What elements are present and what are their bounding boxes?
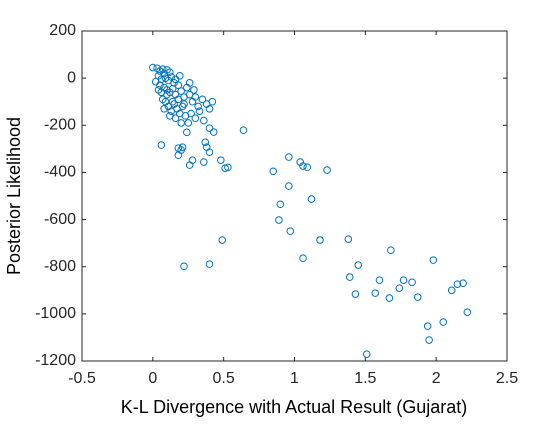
point (178, 143, 187, 152)
point (168, 97, 177, 106)
point (200, 158, 208, 166)
y-tick-label: 200 (49, 22, 76, 39)
point (180, 100, 188, 108)
point (371, 289, 380, 297)
point (286, 227, 295, 235)
point (351, 290, 360, 298)
point (191, 114, 200, 123)
x-tick-label: 2.5 (496, 370, 518, 387)
point (217, 156, 225, 164)
x-axis-label: K-L Divergence with Actual Result (Gujar… (121, 397, 467, 417)
point (188, 156, 197, 164)
x-tick-label: 1.5 (354, 370, 376, 387)
point (387, 246, 395, 255)
point (224, 163, 232, 172)
point (190, 86, 198, 94)
point (276, 200, 285, 209)
point (447, 286, 456, 295)
point (269, 167, 278, 176)
point (167, 73, 176, 81)
y-tick-label: -200 (44, 117, 76, 134)
point (180, 262, 188, 271)
point (158, 65, 167, 73)
point (174, 151, 183, 160)
point (423, 322, 432, 330)
point (323, 166, 331, 174)
point (425, 336, 433, 344)
point (316, 236, 324, 244)
point (299, 162, 307, 170)
point (385, 294, 394, 302)
point (195, 107, 204, 115)
point (163, 90, 171, 99)
y-tick-label: -600 (44, 211, 76, 228)
point (166, 68, 174, 77)
point (171, 75, 180, 84)
point (429, 256, 438, 264)
point (362, 350, 371, 358)
point (344, 235, 353, 243)
x-tick-label: -0.5 (68, 370, 96, 387)
point (285, 182, 293, 190)
x-tick-label: 1 (290, 370, 299, 387)
point (299, 254, 307, 263)
point (205, 148, 214, 156)
x-tick-label: 0 (148, 370, 157, 387)
point (239, 126, 248, 135)
point (459, 279, 467, 288)
point (205, 260, 214, 268)
point (187, 109, 195, 118)
point (205, 124, 214, 132)
point (185, 79, 194, 87)
point (209, 128, 218, 136)
x-tick-label: 0.5 (213, 370, 235, 387)
y-tick-label: -800 (44, 258, 76, 275)
point (408, 278, 416, 287)
x-tick-label: 2 (432, 370, 441, 387)
point (303, 163, 312, 172)
point (174, 81, 183, 90)
point (375, 276, 384, 284)
point (307, 195, 316, 203)
point (177, 119, 185, 127)
point (463, 308, 472, 317)
point (218, 236, 227, 244)
y-axis-label: Posterior Likelihood (4, 117, 24, 275)
point (354, 261, 363, 269)
point (160, 104, 168, 113)
point (205, 104, 214, 113)
point (208, 97, 217, 106)
point (439, 318, 448, 326)
point (198, 95, 207, 104)
point (166, 112, 174, 120)
point (399, 276, 408, 284)
point (177, 87, 185, 95)
point (168, 84, 177, 93)
point (154, 86, 163, 94)
point (157, 141, 166, 149)
point (149, 63, 157, 72)
y-tick-label: 0 (67, 69, 76, 86)
y-tick-label: -1000 (35, 305, 76, 322)
point (191, 93, 200, 101)
point (395, 284, 404, 292)
y-tick-label: -400 (44, 164, 76, 181)
point (413, 293, 422, 301)
point (194, 102, 202, 111)
y-tick-label: -1200 (35, 352, 76, 369)
point (345, 273, 354, 281)
point (275, 216, 283, 224)
point (201, 138, 210, 147)
point (453, 280, 462, 288)
point (285, 153, 293, 161)
point (183, 128, 191, 137)
point (200, 116, 208, 125)
point (156, 81, 164, 90)
